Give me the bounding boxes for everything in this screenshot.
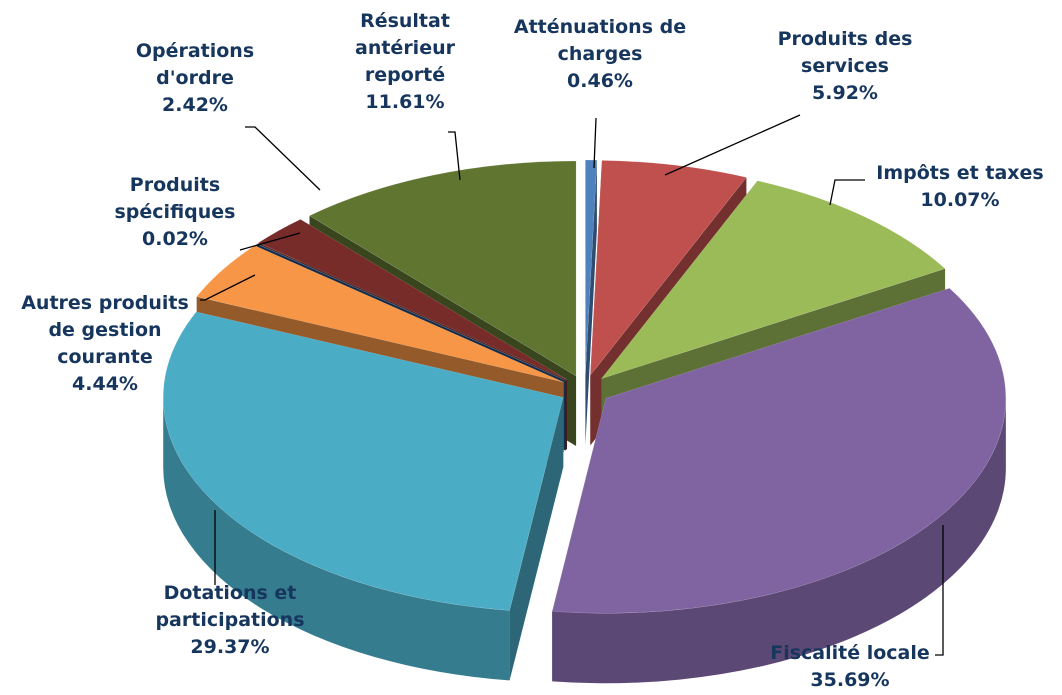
- slice-label: Impôts et taxes 10.07%: [860, 160, 1060, 214]
- value-label: 10.07%: [920, 189, 1000, 211]
- slice-label: Fiscalité locale 35.69%: [750, 640, 950, 694]
- slice-top: [585, 159, 598, 376]
- slice-top: [308, 160, 577, 377]
- slice: [585, 159, 598, 446]
- slice-top: [600, 180, 946, 380]
- slice-top: [257, 219, 568, 380]
- slice-top: [256, 243, 566, 381]
- category-name: Dotations et participations: [155, 582, 305, 631]
- category-name: Produits des services: [777, 28, 913, 77]
- value-label: 4.44%: [72, 373, 138, 395]
- slice-side: [552, 398, 1006, 684]
- leader-line: [593, 117, 597, 169]
- leader-line: [448, 131, 461, 181]
- category-name: Atténuations de charges: [513, 16, 687, 65]
- slice: [162, 311, 564, 681]
- slice-label: Produits des services 5.92%: [760, 26, 930, 107]
- category-name: Fiscalité locale: [770, 642, 930, 664]
- leader-line: [245, 126, 321, 191]
- value-label: 11.61%: [365, 91, 445, 113]
- leader-line: [829, 179, 865, 206]
- slice-top: [551, 287, 1007, 614]
- slice-label: Produits spécifiques 0.02%: [95, 172, 255, 253]
- slice-top: [590, 160, 747, 377]
- value-label: 35.69%: [810, 669, 890, 691]
- value-label: 0.02%: [142, 228, 208, 250]
- leader-line: [200, 274, 256, 301]
- slice-label: Autres produits de gestion courante 4.44%: [5, 290, 205, 398]
- slice-label: Dotations et participations 29.37%: [130, 580, 330, 661]
- category-name: Produits spécifiques: [114, 174, 236, 223]
- leader-line: [664, 114, 801, 176]
- slice-side: [163, 397, 510, 681]
- category-name: Résultat antérieur reporté: [355, 10, 455, 86]
- value-label: 0.46%: [567, 70, 633, 92]
- category-name: Autres produits de gestion courante: [21, 292, 189, 368]
- slice-label: Opérations d'ordre 2.42%: [110, 38, 280, 119]
- slice-label: Résultat antérieur reporté 11.61%: [345, 8, 465, 116]
- value-label: 29.37%: [190, 636, 270, 658]
- leader-line: [935, 525, 944, 656]
- slice-wall: [585, 160, 597, 446]
- category-name: Impôts et taxes: [876, 162, 1044, 184]
- category-name: Opérations d'ordre: [135, 40, 255, 89]
- slice: [551, 287, 1007, 684]
- value-label: 5.92%: [812, 82, 878, 104]
- value-label: 2.42%: [162, 94, 228, 116]
- leader-line: [239, 232, 301, 251]
- slice-wall: [509, 397, 564, 681]
- slice-top: [162, 311, 564, 611]
- slice-label: Atténuations de charges 0.46%: [505, 14, 695, 95]
